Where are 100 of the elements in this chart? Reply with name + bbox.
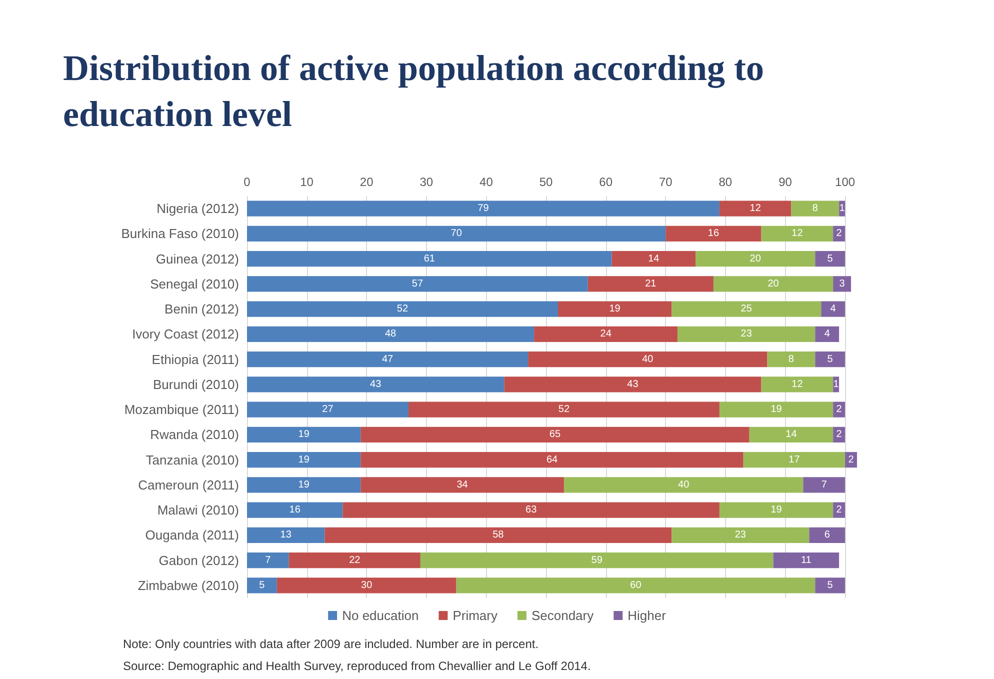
bar <box>558 301 672 317</box>
data-label: 59 <box>591 554 603 566</box>
data-label: 19 <box>298 454 310 466</box>
bar <box>247 502 343 518</box>
data-label: 65 <box>549 429 561 440</box>
y-tick-label: Cameroun (2011) <box>138 477 239 492</box>
bar <box>672 301 822 317</box>
x-tick-label: 40 <box>480 175 494 189</box>
data-label: 79 <box>478 203 490 214</box>
bar <box>247 326 534 342</box>
data-label: 5 <box>259 580 266 591</box>
data-label: 14 <box>648 253 660 264</box>
data-label: 1 <box>839 203 846 214</box>
bar <box>803 477 846 493</box>
data-label: 20 <box>750 253 762 264</box>
y-tick-label: Malawi (2010) <box>157 502 239 518</box>
bar <box>408 402 720 418</box>
data-label: 25 <box>740 304 752 315</box>
data-label: 2 <box>836 228 842 240</box>
data-label: 40 <box>678 479 690 490</box>
bar <box>678 326 816 342</box>
x-tick-label: 20 <box>360 175 374 189</box>
bar <box>719 402 834 418</box>
data-label: 3 <box>839 278 846 290</box>
bar <box>713 276 834 292</box>
bar <box>420 552 774 568</box>
data-label: 8 <box>788 354 794 365</box>
bar <box>247 477 361 493</box>
data-label: 5 <box>827 580 834 591</box>
y-tick-label: Senegal (2010) <box>150 276 239 292</box>
y-tick-label: Ethiopia (2011) <box>152 352 239 367</box>
x-tick-label: 30 <box>420 175 434 189</box>
data-label: 57 <box>412 278 424 290</box>
y-tick-label: Mozambique (2011) <box>124 402 239 418</box>
y-tick-label: Guinea (2012) <box>156 251 239 266</box>
bar <box>666 226 762 242</box>
text: Note: Only countries with data after 2009 are included. Number are in percent. <box>123 637 539 651</box>
bar <box>749 426 834 442</box>
bar <box>288 552 420 568</box>
source-note: Source: Demographic and Health Survey, reproduced from Chevallier and Le Goff 2014. <box>123 659 591 673</box>
data-label: 16 <box>289 504 301 516</box>
data-label: 5 <box>827 354 834 365</box>
bar <box>342 502 720 518</box>
data-label: 63 <box>526 504 538 516</box>
y-tick-label: Rwanda (2010) <box>150 427 239 442</box>
bar <box>845 452 857 468</box>
bar <box>534 326 678 342</box>
bar <box>696 251 816 267</box>
data-label: 7 <box>821 479 828 490</box>
data-label: 7 <box>265 554 272 566</box>
data-label: 19 <box>298 429 310 440</box>
data-label: 60 <box>630 580 642 591</box>
bar <box>743 452 846 468</box>
bar <box>247 251 612 267</box>
data-label: 2 <box>836 429 842 440</box>
data-label: 58 <box>492 530 504 541</box>
data-label: 19 <box>770 504 782 516</box>
legend-label: Higher <box>628 608 667 623</box>
bar <box>791 200 840 216</box>
bar <box>815 578 846 594</box>
y-tick-label: Tanzania (2010) <box>146 452 239 468</box>
data-label: 19 <box>609 304 621 315</box>
data-label: 19 <box>770 404 782 416</box>
data-label: 20 <box>768 278 780 290</box>
bar <box>528 352 768 368</box>
bar <box>821 301 846 317</box>
bar <box>247 527 325 543</box>
data-label: 6 <box>824 530 830 541</box>
data-label: 30 <box>361 580 373 591</box>
data-label: 22 <box>349 554 361 566</box>
y-tick-label: Gabon (2012) <box>158 552 239 568</box>
data-label: 13 <box>280 530 292 541</box>
data-label: 64 <box>546 454 558 466</box>
bar <box>247 276 588 292</box>
bar <box>833 226 846 242</box>
data-label: 21 <box>645 278 657 290</box>
bar <box>456 578 816 594</box>
bar <box>815 352 846 368</box>
x-tick-label: 50 <box>539 175 554 189</box>
data-label: 12 <box>750 203 762 214</box>
bar <box>360 477 564 493</box>
y-tick-label: Burkina Faso (2010) <box>121 226 239 242</box>
x-tick-label: 0 <box>244 175 251 189</box>
bar <box>833 276 852 292</box>
data-label: 8 <box>812 203 818 214</box>
data-label: 14 <box>786 429 798 440</box>
y-tick-label: Benin (2012) <box>164 302 239 317</box>
data-label: 47 <box>382 354 394 365</box>
y-tick-label: Nigeria (2012) <box>156 201 239 216</box>
bar <box>612 251 696 267</box>
data-label: 2 <box>836 504 842 516</box>
bar <box>247 452 361 468</box>
data-label: 4 <box>830 304 836 315</box>
data-label: 2 <box>848 454 854 466</box>
bar <box>761 226 834 242</box>
x-tick-label: 90 <box>778 175 792 189</box>
data-label: 34 <box>456 479 468 490</box>
x-tick-label: 10 <box>300 175 314 189</box>
bar <box>247 200 720 216</box>
bar <box>247 226 666 242</box>
